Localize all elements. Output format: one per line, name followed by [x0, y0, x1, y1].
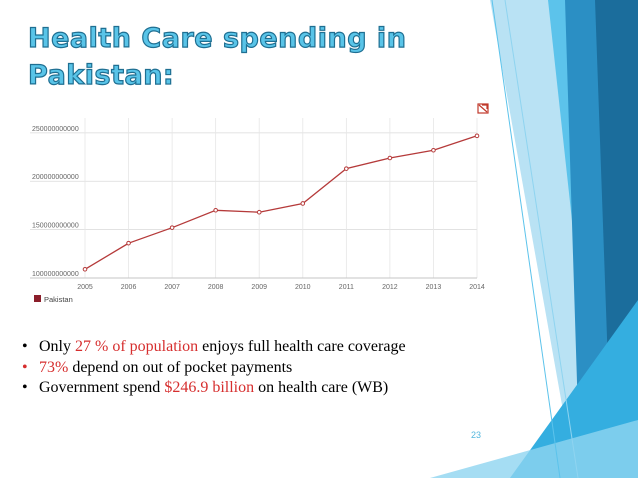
bullet-text: Only [39, 338, 75, 355]
data-point [300, 201, 306, 206]
series-line [84, 135, 478, 270]
x-tick-label: 2014 [469, 284, 485, 291]
bullet-item: • 73% depend on out of pocket payments [22, 358, 522, 379]
bullet-dot: • [22, 358, 28, 376]
bullet-highlight: 27 % of population [75, 338, 199, 355]
title-line-2: Pakistan: [27, 59, 175, 91]
bullet-text: Government spend [39, 379, 165, 396]
data-point [256, 209, 262, 215]
deco-line-2 [504, 0, 579, 478]
legend-swatch [34, 295, 41, 302]
data-point [431, 147, 436, 153]
data-point [474, 133, 480, 139]
chart-series [82, 133, 480, 272]
bullet-item: • Only 27 % of population enjoys full hea… [22, 337, 522, 358]
data-point [126, 240, 131, 246]
data-point [213, 207, 218, 213]
chart-menu-icon[interactable] [477, 103, 489, 114]
bullet-text-end: on health care (WB) [254, 379, 389, 396]
y-axis-ticks: 100000000000 150000000000 200000000000 2500… [32, 126, 79, 278]
x-tick-label: 2012 [382, 284, 398, 291]
title-line-1: Health Care spending in [27, 22, 407, 54]
chart-grid [30, 118, 478, 279]
y-tick-label: 250000000000 [32, 126, 79, 133]
y-tick-label: 150000000000 [32, 223, 79, 230]
deco-line-1 [491, 0, 561, 478]
deco-triangle-bottom [430, 420, 638, 478]
chart-legend: Pakistan [34, 295, 73, 304]
data-point [387, 155, 393, 161]
x-tick-label: 2006 [121, 284, 137, 291]
y-tick-label: 200000000000 [32, 174, 79, 181]
page-number: 23 [471, 430, 482, 440]
x-tick-label: 2005 [77, 284, 93, 291]
x-tick-label: 2013 [426, 284, 442, 291]
bullet-highlight: $246.9 billion [164, 379, 255, 396]
bullet-dot: • [22, 338, 28, 355]
x-tick-label: 2010 [295, 284, 311, 291]
data-point [82, 266, 88, 272]
bullet-highlight: 73% [39, 358, 69, 376]
x-axis-ticks: 2005 2006 2007 2008 2009 2010 2011 2012 2013 2014 [77, 284, 485, 291]
chart-menu-icon-mark [478, 104, 488, 113]
data-point [344, 166, 349, 171]
x-tick-label: 2008 [208, 284, 224, 291]
bullet-item: • Government spend $246.9 billion on heal… [22, 378, 522, 399]
slide-title: Health Care spending in Pakistan: [27, 20, 448, 94]
bullet-dot: • [22, 379, 28, 396]
bullet-text-end: depend on out of pocket payments [68, 358, 293, 376]
line-chart: 100000000000 150000000000 200000000000 2500… [30, 103, 489, 304]
legend-label: Pakistan [44, 295, 73, 304]
bullet-text-end: enjoys full health care coverage [198, 338, 406, 355]
x-tick-label: 2009 [251, 284, 267, 291]
y-tick-label: 100000000000 [32, 271, 79, 278]
data-point [169, 225, 175, 230]
x-tick-label: 2011 [339, 284, 354, 291]
x-tick-label: 2007 [164, 284, 180, 291]
bullet-list: • Only 27 % of population enjoys full hea… [22, 337, 522, 399]
